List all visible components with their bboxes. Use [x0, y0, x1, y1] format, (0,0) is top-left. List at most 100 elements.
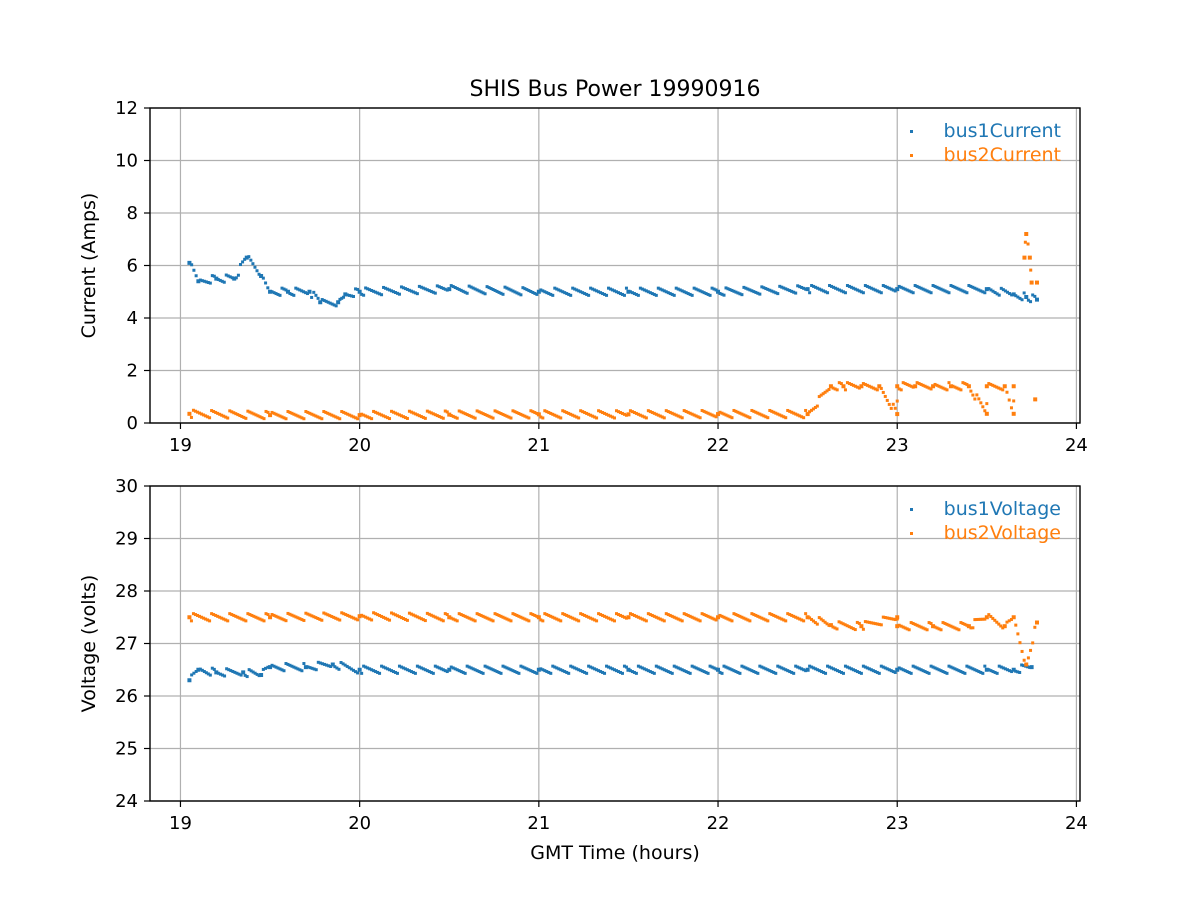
current-bus1Current-marker: [581, 291, 585, 295]
voltage-bus1Voltage-marker: [824, 671, 828, 675]
current-bus1Current-marker: [654, 293, 658, 297]
current-bus1Current-marker: [334, 304, 338, 308]
voltage-bus2Voltage-marker: [191, 612, 195, 616]
current-bus2Current-marker: [788, 409, 792, 413]
voltage-bus2Voltage-marker: [730, 619, 734, 623]
current-bus1Current-marker: [563, 291, 567, 295]
current-bus1Current-marker: [513, 290, 517, 294]
voltage-bus1Voltage-marker: [796, 665, 800, 669]
current-bus2Current-marker: [712, 414, 716, 418]
current-bus1Current-marker: [702, 291, 706, 295]
voltage-bus1Voltage-marker: [607, 665, 611, 669]
voltage-bus2Voltage-marker: [270, 613, 274, 617]
voltage-bus2Voltage-marker: [897, 623, 901, 627]
current-bus2Current-marker: [614, 409, 618, 413]
current-bus1Current-marker: [1001, 288, 1005, 292]
voltage-bus1Voltage-marker: [613, 668, 617, 672]
current-bus2Current-marker: [559, 416, 563, 420]
current-bus2Current-marker: [195, 410, 199, 414]
current-bus1Current-marker: [877, 290, 881, 294]
voltage-bus2Voltage-marker: [768, 612, 772, 616]
current-bus2Current-marker: [479, 411, 483, 415]
current-bus1Current-marker: [822, 289, 826, 293]
current-bus2Current-point: [1011, 411, 1016, 416]
current-bus2Current-marker: [909, 384, 913, 388]
current-bus2Current-marker: [607, 413, 611, 417]
voltage-bus1Voltage-marker: [225, 667, 229, 671]
current-bus2Current-marker: [692, 413, 696, 417]
voltage-bus1Voltage-marker: [451, 666, 455, 670]
voltage-bus1Voltage-marker: [939, 669, 943, 673]
current-bus2Current-marker: [756, 411, 760, 415]
current-bus1Current-marker: [760, 285, 764, 289]
current-bus1Current-marker: [957, 287, 961, 291]
voltage-bus2Voltage-marker: [613, 619, 617, 623]
voltage-bus1Voltage-marker: [748, 668, 752, 672]
current-bus2Current-marker: [405, 416, 409, 420]
voltage-bus1Voltage-marker: [433, 664, 437, 668]
current-bus2Current-marker: [899, 388, 903, 392]
current-bus2Current-marker: [708, 412, 712, 416]
voltage-bus2Voltage-marker: [441, 619, 445, 623]
voltage-bus1Voltage-marker: [278, 667, 282, 671]
current-bus1Current-marker: [366, 287, 370, 291]
voltage-bus2Voltage-marker: [515, 613, 519, 617]
current-bus2Current-marker: [521, 413, 525, 417]
voltage-bus1Voltage-marker: [925, 670, 929, 674]
voltage-bus1Voltage-marker: [730, 668, 734, 672]
current-bus1Current-marker: [429, 289, 433, 293]
current-bus2Current-marker: [202, 413, 206, 417]
current-bus2Current-marker: [927, 386, 931, 390]
voltage-bus2Voltage-marker: [262, 619, 266, 623]
voltage-bus1Voltage-marker: [929, 664, 933, 668]
voltage-bus2Voltage-point: [716, 615, 721, 620]
voltage-bus1Voltage-marker: [545, 670, 549, 674]
voltage-bus1Voltage-marker: [1022, 664, 1026, 668]
current-bus1Current-marker: [573, 287, 577, 291]
voltage-bus2Voltage-marker: [853, 628, 857, 632]
current-bus1Current-marker: [505, 286, 509, 290]
current-bus2Current-marker: [802, 416, 806, 420]
voltage-bus2Voltage-marker: [879, 623, 883, 627]
current-bus1Current-marker: [756, 291, 760, 295]
current-bus1Current-marker: [724, 286, 728, 290]
current-bus1Current-marker: [497, 290, 501, 294]
current-bus1Current-marker: [427, 289, 431, 293]
current-bus2Current-marker: [993, 384, 997, 388]
current-bus2Current-marker: [694, 414, 698, 418]
current-bus2Current-marker: [664, 409, 668, 413]
current-y-tick-label: 8: [127, 203, 138, 224]
voltage-bus1Voltage-marker: [907, 670, 911, 674]
current-bus2Current-marker: [189, 415, 193, 419]
voltage-bus1Voltage-marker: [327, 664, 331, 668]
current-bus2Current-marker: [549, 411, 553, 415]
voltage-bus1Voltage-marker: [190, 673, 194, 677]
voltage-bus1Voltage-marker: [505, 666, 509, 670]
voltage-bus2Voltage-marker: [332, 615, 336, 619]
current-bus1Current-marker: [710, 286, 714, 290]
voltage-bus2Voltage-marker: [577, 619, 581, 623]
voltage-bus2Voltage-marker: [971, 626, 975, 630]
voltage-bus1Voltage-marker: [919, 668, 923, 672]
voltage-bus2Voltage-marker: [571, 616, 575, 620]
current-bus2Current-marker: [670, 411, 674, 415]
current-bus1Current-marker: [981, 290, 985, 294]
voltage-bus2Voltage-marker: [688, 614, 692, 618]
voltage-bus2Voltage-marker: [754, 613, 758, 617]
current-bus2Current-marker: [380, 413, 384, 417]
current-bus1Current-marker: [222, 280, 226, 284]
voltage-bus2Voltage-marker: [443, 612, 447, 616]
voltage-bus2Voltage-marker: [758, 615, 762, 619]
voltage-bus2Voltage-marker: [559, 619, 563, 623]
current-bus2Current-marker: [939, 385, 943, 389]
voltage-bus2Voltage-marker: [392, 612, 396, 616]
voltage-bus1Voltage-marker: [943, 670, 947, 674]
voltage-bus1Voltage-marker: [274, 665, 278, 669]
voltage-bus1Voltage-marker: [674, 665, 678, 669]
voltage-x-tick-label: 20: [348, 813, 371, 834]
voltage-bus2Voltage-marker: [780, 617, 784, 621]
current-bus2Current-marker: [961, 381, 965, 385]
current-bus2Current-marker: [312, 413, 316, 417]
voltage-bus2Voltage-marker: [419, 617, 423, 621]
current-bus1Current-marker: [668, 292, 672, 296]
